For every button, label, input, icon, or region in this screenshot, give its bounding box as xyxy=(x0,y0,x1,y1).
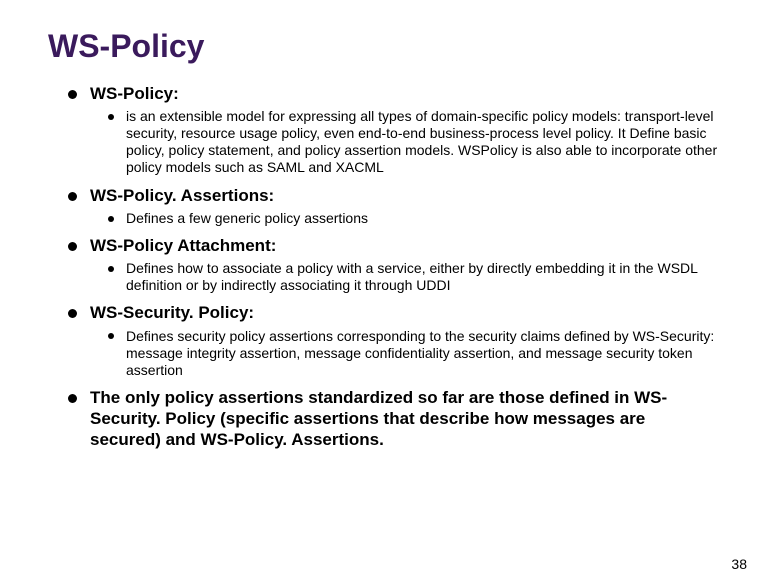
page-number: 38 xyxy=(731,556,747,572)
subitem: Defines security policy assertions corre… xyxy=(108,328,719,379)
sublist: Defines how to associate a policy with a… xyxy=(108,260,719,294)
item-label: WS-Policy Attachment: xyxy=(90,236,276,255)
item-ws-policy-assertions: WS-Policy. Assertions: Defines a few gen… xyxy=(68,185,719,227)
subitem: Defines how to associate a policy with a… xyxy=(108,260,719,294)
item-label: The only policy assertions standardized … xyxy=(90,388,667,450)
bullet-list: WS-Policy: is an extensible model for ex… xyxy=(68,83,719,451)
item-ws-policy-attachment: WS-Policy Attachment: Defines how to ass… xyxy=(68,235,719,294)
slide: WS-Policy WS-Policy: is an extensible mo… xyxy=(0,0,767,586)
item-label: WS-Policy: xyxy=(90,84,179,103)
sublist: is an extensible model for expressing al… xyxy=(108,108,719,176)
item-label: WS-Security. Policy: xyxy=(90,303,254,322)
item-ws-security-policy: WS-Security. Policy: Defines security po… xyxy=(68,302,719,378)
slide-title: WS-Policy xyxy=(48,28,719,65)
sublist: Defines a few generic policy assertions xyxy=(108,210,719,227)
item-label: WS-Policy. Assertions: xyxy=(90,186,274,205)
item-ws-policy: WS-Policy: is an extensible model for ex… xyxy=(68,83,719,177)
subitem: is an extensible model for expressing al… xyxy=(108,108,719,176)
item-summary: The only policy assertions standardized … xyxy=(68,387,719,451)
sublist: Defines security policy assertions corre… xyxy=(108,328,719,379)
subitem: Defines a few generic policy assertions xyxy=(108,210,719,227)
